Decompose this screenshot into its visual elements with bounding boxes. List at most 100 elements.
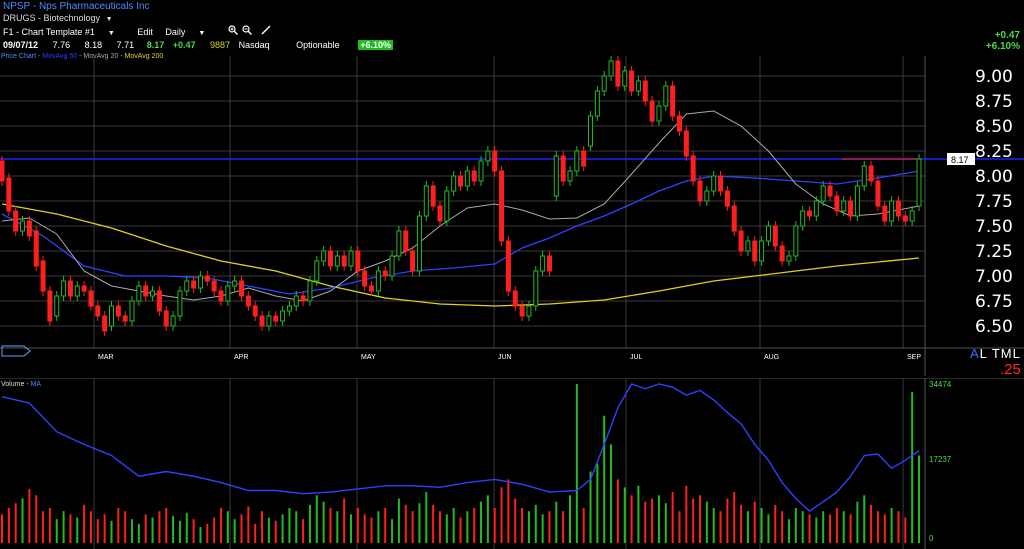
month-label: SEP [907, 354, 921, 361]
candle [499, 166, 505, 246]
candle [834, 191, 840, 216]
template-dropdown[interactable]: F1 - Chart Template #1 ▼ [3, 27, 125, 37]
month-label: MAR [98, 354, 114, 361]
candle-body [676, 115, 682, 132]
quote-exchange: Nasdaq [238, 40, 270, 50]
quote-bar: 09/07/12 7.76 8.18 7.71 8.17 +0.47 9887 … [3, 40, 399, 50]
candle-body [540, 255, 546, 272]
percent-step[interactable]: .25 [1000, 361, 1021, 378]
candle-body [670, 85, 676, 117]
right-change: +0.47 [994, 30, 1020, 41]
candle [608, 56, 614, 81]
draw-line-icon[interactable] [261, 25, 271, 37]
legend-ma20: MovAvg 20 [83, 53, 119, 60]
last-price-label: 8.17 [951, 155, 969, 165]
ma200-line [1, 203, 920, 307]
legend-price-chart: Price Chart [1, 53, 37, 60]
candle-body [731, 205, 737, 232]
candle [745, 236, 751, 256]
candle-body [608, 60, 614, 77]
candle [738, 226, 744, 256]
candle-body [711, 175, 717, 192]
candle [519, 301, 525, 321]
candle [676, 111, 682, 136]
candle-body [150, 290, 156, 297]
candle [711, 171, 717, 196]
candle-body [546, 255, 552, 272]
quote-optionable: Optionable [296, 40, 340, 50]
candle [861, 161, 867, 191]
candle [314, 256, 320, 286]
candle [307, 276, 313, 306]
candle-body [26, 220, 32, 237]
candle [882, 201, 888, 226]
alert-marker-icon [1, 345, 31, 357]
candle [416, 211, 422, 276]
candle [759, 236, 765, 266]
legend-ma50: MovAvg 50 [42, 53, 78, 60]
candle-body [635, 80, 641, 92]
candle-body [902, 215, 908, 222]
candle-body [61, 280, 67, 297]
scale-button-log[interactable]: L [979, 346, 988, 361]
zoom-in-icon[interactable] [228, 25, 238, 37]
candle [594, 86, 600, 121]
candle [67, 276, 73, 301]
candle [341, 251, 347, 271]
candle-body [430, 185, 436, 207]
candle [533, 266, 539, 311]
right-pct-change: +6.10% [985, 41, 1020, 52]
candle-body [307, 280, 313, 302]
candle [622, 66, 628, 91]
scale-button-l[interactable]: L [1012, 346, 1021, 361]
candle [464, 166, 470, 191]
candle [581, 146, 587, 171]
candle-body [909, 210, 915, 222]
volume-chart[interactable] [0, 378, 1024, 549]
candle [868, 161, 874, 186]
price-chart[interactable]: 9.00 8.75 8.50 8.25 8.00 7.75 7.50 7.25 7.00 6.75… [0, 56, 1024, 376]
candle [191, 276, 197, 293]
candle [560, 151, 566, 186]
candle-body [191, 280, 197, 289]
candle [74, 281, 80, 301]
candle [13, 206, 19, 236]
candle [197, 271, 203, 293]
candle [26, 216, 32, 241]
candle [916, 154, 922, 211]
period-dropdown[interactable]: Daily ▼ [165, 27, 215, 37]
candle [88, 286, 94, 311]
candle-body [813, 200, 819, 217]
month-label: MAY [361, 354, 376, 361]
scale-button-m[interactable]: M [1000, 346, 1013, 361]
sector-dropdown[interactable]: DRUGS - Biotechnology ▼ [3, 13, 113, 25]
scale-button-t[interactable]: T [991, 346, 1001, 361]
chevron-down-icon: ▼ [198, 30, 206, 37]
quote-pct-change: +6.10% [358, 40, 393, 50]
candle-body [533, 270, 539, 307]
candle-body [594, 90, 600, 117]
edit-menu[interactable]: Edit [137, 27, 153, 37]
candle-body [143, 285, 149, 297]
candle-body [834, 195, 840, 212]
candle [239, 276, 245, 301]
candle [909, 206, 915, 226]
candle-body [327, 250, 333, 267]
candle [232, 276, 238, 291]
candle-body [889, 200, 895, 222]
candle-body [95, 305, 101, 317]
zoom-out-icon[interactable] [242, 25, 253, 37]
scale-button-auto[interactable]: A [970, 346, 980, 361]
candle-body [74, 285, 80, 297]
candle [588, 111, 594, 151]
candle [451, 171, 457, 196]
candle [601, 71, 607, 96]
candle-body [129, 300, 135, 322]
quote-change: +0.47 [172, 40, 196, 50]
candle [403, 226, 409, 256]
candle [40, 256, 46, 296]
candle [889, 196, 895, 226]
candle [396, 226, 402, 261]
candle [492, 146, 498, 176]
template-label: F1 - Chart Template #1 [3, 27, 95, 37]
